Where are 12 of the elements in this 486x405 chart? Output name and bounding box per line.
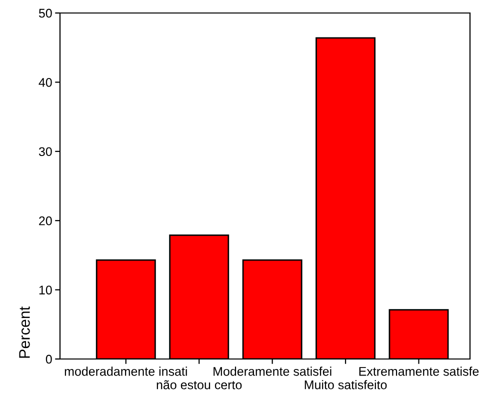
- y-tick-label: 40: [38, 78, 52, 87]
- x-tick-label: Muito satisfeito: [304, 380, 387, 390]
- y-tick-label: 50: [38, 8, 52, 18]
- x-tick-label: Extremamente satisfe: [359, 366, 479, 376]
- y-tick-label: 20: [39, 216, 52, 226]
- x-tick-label: Moderamente satisfei: [214, 366, 332, 376]
- y-tick-label: 10: [39, 286, 52, 294]
- x-tick-label: não estou certo: [156, 380, 242, 390]
- y-tick-label: 0: [46, 354, 52, 364]
- y-tick-label: 30: [38, 147, 52, 156]
- x-tick-label: moderadamente insati: [64, 366, 187, 376]
- y-axis-title: Percent: [19, 306, 30, 358]
